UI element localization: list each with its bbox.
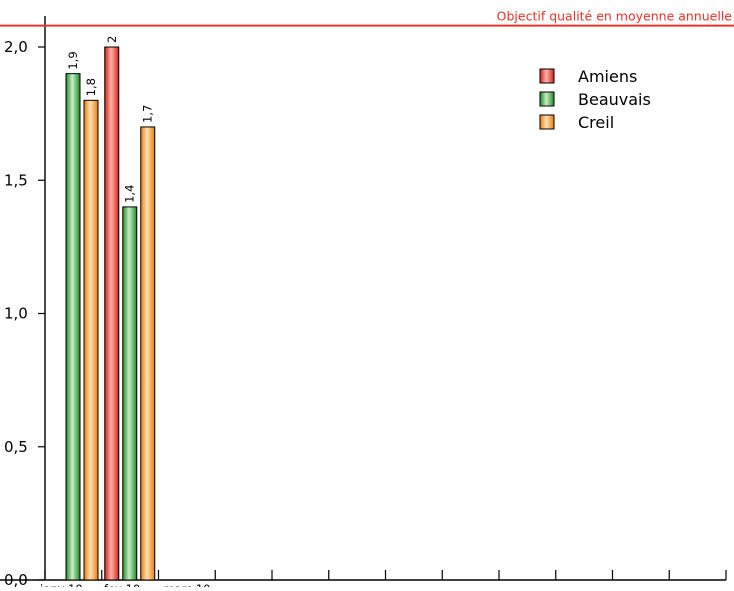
legend-label-creil: Creil [578, 113, 614, 132]
y-tick-label: 0,0 [4, 571, 28, 587]
objective-label: Objectif qualité en moyenne annuelle [497, 9, 733, 24]
legend-item-beauvais: Beauvais [539, 90, 651, 109]
y-tick-label: 1,0 [4, 305, 28, 323]
legend-swatch-creil [539, 114, 555, 130]
legend-item-amiens: Amiens [539, 67, 637, 86]
data-label-creil: 1,8 [84, 78, 98, 96]
bar-creil [83, 99, 99, 581]
bar-creil [140, 126, 156, 581]
legend-label-amiens: Amiens [578, 67, 637, 86]
bar-beauvais [122, 206, 138, 581]
bars-layer [65, 46, 156, 581]
legend-swatch-amiens [539, 68, 555, 84]
bar-amiens [104, 46, 120, 581]
x-category-label: fev 10 [104, 582, 140, 587]
bar-beauvais [65, 73, 81, 581]
legend: Amiens Beauvais Creil [539, 67, 651, 132]
data-label-amiens: 2 [105, 36, 119, 43]
x-category-label: mars 10 [163, 582, 210, 587]
y-tick-label: 0,5 [4, 438, 28, 456]
data-label-creil: 1,7 [141, 105, 155, 123]
labels-layer: 2 1,9 1,4 1,8 1,7 [66, 36, 155, 203]
x-category-label: janv 10 [39, 582, 83, 587]
y-tick-label: 1,5 [4, 171, 28, 189]
data-label-beauvais: 1,9 [66, 51, 80, 69]
legend-swatch-beauvais [539, 91, 555, 107]
reference-layer: Objectif qualité en moyenne annuelle [0, 9, 734, 27]
y-tick-label: 2,0 [4, 38, 28, 56]
data-label-beauvais: 1,4 [123, 185, 137, 203]
legend-label-beauvais: Beauvais [578, 90, 651, 109]
legend-item-creil: Creil [539, 113, 614, 132]
